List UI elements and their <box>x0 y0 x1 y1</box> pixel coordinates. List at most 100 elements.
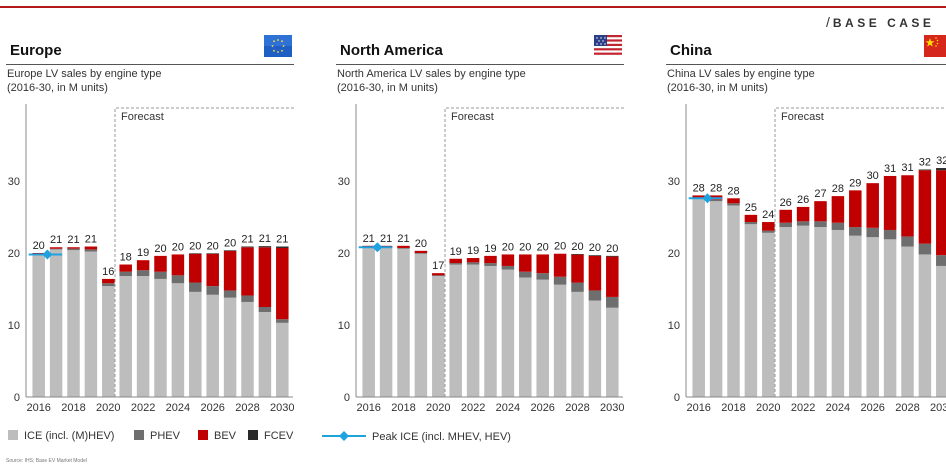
bar-segment-bev <box>866 183 879 228</box>
x-tick-label: 2030 <box>930 402 946 414</box>
bar-total-label: 26 <box>780 197 792 209</box>
x-tick-label: 2028 <box>565 402 589 414</box>
legend-item-phev: PHEV <box>134 430 180 442</box>
bar-segment-ice <box>171 283 185 397</box>
y-tick-label: 0 <box>344 392 350 404</box>
bar-segment-ice <box>744 224 758 397</box>
bar-total-label: 20 <box>519 241 531 253</box>
peak-ice-marker-icon <box>322 431 366 441</box>
scenario-label: / BASE CASE <box>826 14 934 30</box>
bar-total-label: 27 <box>814 188 826 200</box>
bar-segment-ice <box>206 294 219 397</box>
x-tick-label: 2024 <box>496 402 520 414</box>
bar-segment-ice <box>692 198 705 397</box>
peak-ice-marker <box>372 242 383 253</box>
bar-total-label: 30 <box>867 170 879 182</box>
forecast-label: Forecast <box>451 111 494 123</box>
bar-segment-bev <box>936 170 946 256</box>
scenario-label-text: BASE CASE <box>832 16 935 30</box>
bar-segment-ice <box>779 227 792 397</box>
y-tick-label: 20 <box>338 248 350 260</box>
bar-segment-phev <box>901 236 914 247</box>
bar-total-label: 16 <box>102 266 114 278</box>
x-tick-label: 2016 <box>686 402 710 414</box>
bar-total-label: 21 <box>363 233 375 245</box>
bar-segment-phev <box>501 265 515 270</box>
bar-segment-bev <box>414 250 428 253</box>
bar-segment-ice <box>484 265 497 397</box>
bar-segment-phev <box>814 221 827 228</box>
bar-segment-phev <box>849 227 862 236</box>
bar-segment-phev <box>414 253 428 254</box>
eu-flag-icon <box>264 35 292 57</box>
bar-segment-ice <box>258 312 272 397</box>
bar-segment-fcev <box>588 255 602 256</box>
bar-segment-fcev <box>223 250 237 251</box>
x-tick-label: 2018 <box>721 402 745 414</box>
bar-segment-bev <box>449 258 462 264</box>
bar-segment-ice <box>189 291 202 397</box>
bar-segment-ice <box>727 205 740 397</box>
peak-ice-marker <box>702 193 713 204</box>
bar-segment-fcev <box>206 253 219 254</box>
x-tick-label: 2018 <box>61 402 85 414</box>
y-tick-label: 10 <box>338 320 350 332</box>
bar-segment-ice <box>831 229 845 397</box>
bar-segment-phev <box>536 273 549 280</box>
bar-segment-phev <box>171 275 185 284</box>
bar-total-label: 17 <box>432 260 444 272</box>
bar-segment-phev <box>102 283 115 287</box>
x-tick-label: 2016 <box>356 402 380 414</box>
panel-title: Europe <box>10 42 62 59</box>
panel-rule <box>6 64 294 65</box>
bar-total-label: 20 <box>502 241 514 253</box>
bar-segment-bev <box>32 253 45 254</box>
bar-segment-fcev <box>189 253 202 254</box>
bar-total-label: 32 <box>936 155 946 167</box>
legend-swatch-phev <box>134 430 144 440</box>
bar-total-label: 20 <box>189 240 201 252</box>
bar-segment-ice <box>918 254 932 397</box>
legend-swatch-ice <box>8 430 18 440</box>
forecast-label: Forecast <box>121 111 164 123</box>
y-tick-label: 30 <box>668 176 680 188</box>
y-tick-label: 0 <box>674 392 680 404</box>
bar-segment-phev <box>606 296 619 308</box>
x-tick-label: 2026 <box>860 402 884 414</box>
x-tick-label: 2028 <box>235 402 259 414</box>
bar-segment-ice <box>936 265 946 397</box>
bar-segment-fcev <box>918 169 932 171</box>
x-tick-label: 2018 <box>391 402 415 414</box>
bar-segment-bev <box>154 255 167 272</box>
bar-segment-fcev <box>606 255 619 257</box>
bar-segment-phev <box>709 199 723 202</box>
legend-item-peak-ice: Peak ICE (incl. MHEV, HEV) <box>322 430 511 443</box>
bar-segment-phev <box>553 276 567 285</box>
bar-total-label: 20 <box>537 241 549 253</box>
bar-segment-bev <box>727 198 740 204</box>
bar-segment-ice <box>49 249 63 397</box>
bar-segment-fcev <box>571 254 584 255</box>
bar-segment-bev <box>692 195 705 198</box>
bar-segment-phev <box>762 230 775 233</box>
bar-segment-ice <box>536 279 549 397</box>
subtitle-line-1: China LV sales by engine type <box>667 68 815 80</box>
bar-segment-phev <box>796 221 810 226</box>
bar-segment-ice <box>553 284 567 397</box>
bar-total-label: 28 <box>727 185 739 197</box>
x-tick-label: 2016 <box>26 402 50 414</box>
x-tick-label: 2024 <box>166 402 190 414</box>
bar-total-label: 24 <box>762 209 774 221</box>
bar-total-label: 19 <box>467 245 479 257</box>
bar-segment-bev <box>849 190 862 228</box>
bar-segment-phev <box>432 275 445 277</box>
bar-segment-bev <box>744 214 758 223</box>
legend-item-ice: ICE (incl. (M)HEV) <box>8 430 114 442</box>
panel-rule <box>666 64 946 65</box>
bar-segment-phev <box>206 286 219 295</box>
bar-segment-phev <box>241 295 254 302</box>
bar-total-label: 21 <box>241 234 253 246</box>
bar-segment-bev <box>814 201 827 222</box>
x-tick-label: 2022 <box>461 402 485 414</box>
bar-segment-ice <box>849 235 862 397</box>
